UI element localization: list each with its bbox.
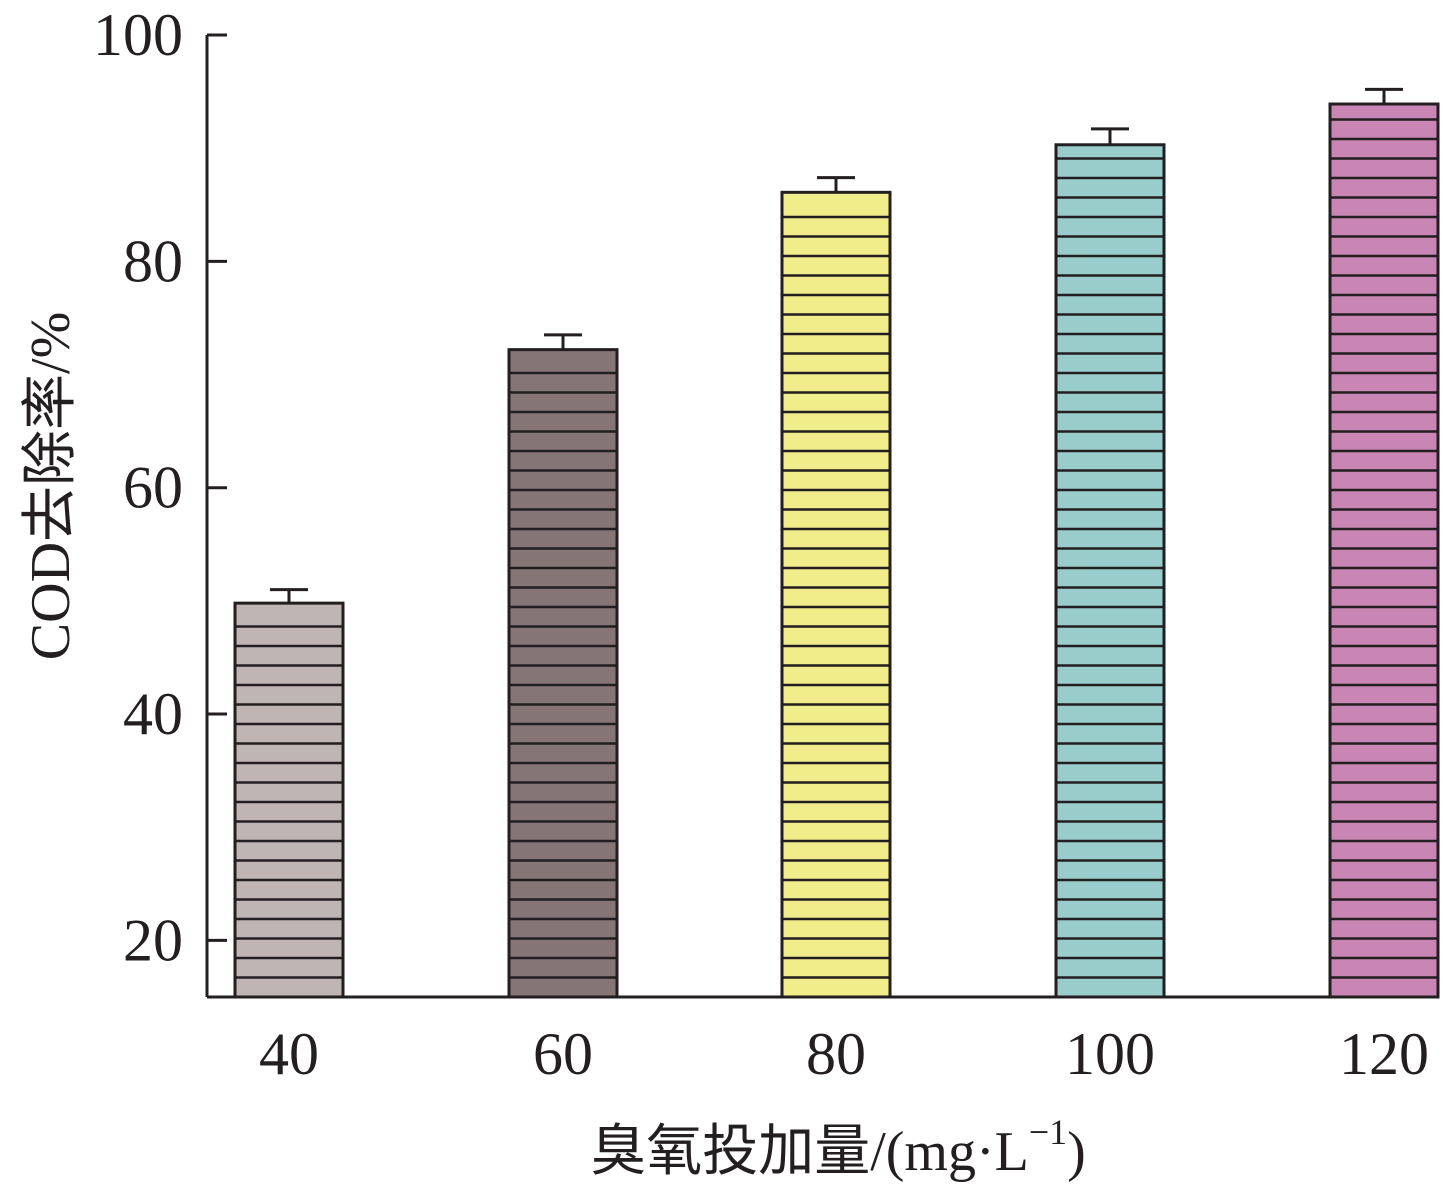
bar-stripes-80 (782, 215, 890, 979)
x-axis-title: 臭氧投加量/(mg·L−1) (590, 1112, 1086, 1183)
bar-group-120 (1328, 87, 1440, 999)
bar-group-40 (233, 588, 345, 999)
bar-group-80 (780, 176, 892, 999)
x-tick-label-40: 40 (259, 1021, 319, 1087)
bar-stripes-120 (1330, 118, 1438, 979)
y-tick-label-20: 20 (123, 907, 183, 973)
bars-layer (233, 87, 1440, 999)
y-tick-label-80: 80 (123, 228, 183, 294)
ticks-layer: 40 60 80 100 120 20 40 60 80 100 (93, 2, 1429, 1087)
x-tick-label-80: 80 (806, 1021, 866, 1087)
bar-stripes-60 (509, 371, 617, 979)
y-tick-label-60: 60 (123, 455, 183, 521)
x-tick-label-60: 60 (533, 1021, 593, 1087)
bar-100 (1054, 143, 1166, 999)
x-tick-label-120: 120 (1339, 1021, 1429, 1087)
bar-stripes-40 (235, 625, 343, 979)
bar-stripes-100 (1056, 157, 1164, 979)
bar-120 (1328, 102, 1440, 999)
x-axis-title-main: 臭氧投加量/(mg·L (590, 1121, 1029, 1183)
bar-group-60 (507, 333, 619, 999)
bar-40 (233, 601, 345, 999)
axes-layer (205, 35, 1438, 999)
x-tick-label-100: 100 (1065, 1021, 1155, 1087)
bar-80 (780, 190, 892, 999)
bar-group-100 (1054, 127, 1166, 999)
y-tick-label-100: 100 (93, 2, 183, 68)
x-axis-title-superscript: −1 (1029, 1112, 1067, 1152)
bar-60 (507, 348, 619, 999)
y-axis-title: COD去除率/% (20, 312, 82, 660)
x-axis-title-close: ) (1067, 1121, 1086, 1183)
y-tick-label-40: 40 (123, 681, 183, 747)
